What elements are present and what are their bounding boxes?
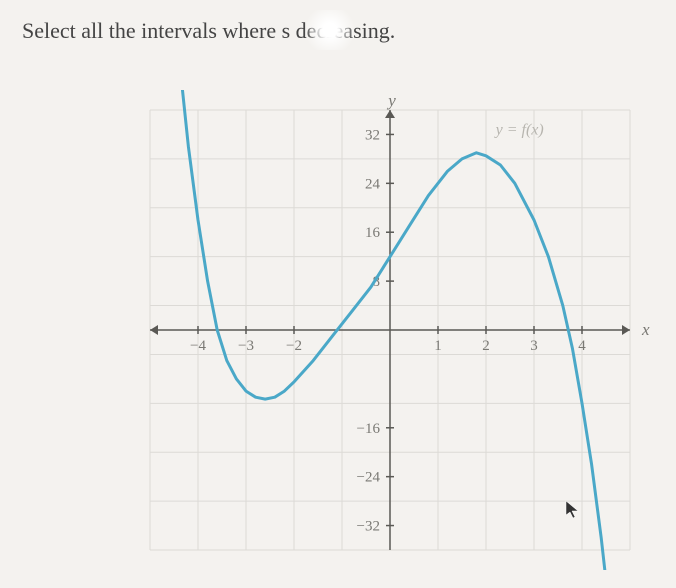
svg-text:3: 3 <box>530 338 538 354</box>
chart-svg: −4−3−212343224168−16−24−32yxy = f(x) <box>130 90 650 570</box>
svg-text:−24: −24 <box>357 470 381 486</box>
svg-text:16: 16 <box>365 225 381 241</box>
svg-text:−3: −3 <box>238 338 254 354</box>
svg-text:−2: −2 <box>286 338 302 354</box>
svg-text:−32: −32 <box>357 519 380 535</box>
svg-text:y = f(x): y = f(x) <box>494 121 544 138</box>
function-chart: −4−3−212343224168−16−24−32yxy = f(x) <box>130 90 650 570</box>
question-text: Select all the intervals where s decreas… <box>22 18 395 44</box>
svg-text:x: x <box>641 320 650 339</box>
svg-text:1: 1 <box>434 338 442 354</box>
svg-text:−16: −16 <box>357 421 381 437</box>
svg-text:24: 24 <box>365 176 381 192</box>
svg-text:y: y <box>386 91 396 110</box>
svg-text:−4: −4 <box>190 338 206 354</box>
svg-text:2: 2 <box>482 338 490 354</box>
svg-text:4: 4 <box>578 338 586 354</box>
svg-text:32: 32 <box>365 127 380 143</box>
